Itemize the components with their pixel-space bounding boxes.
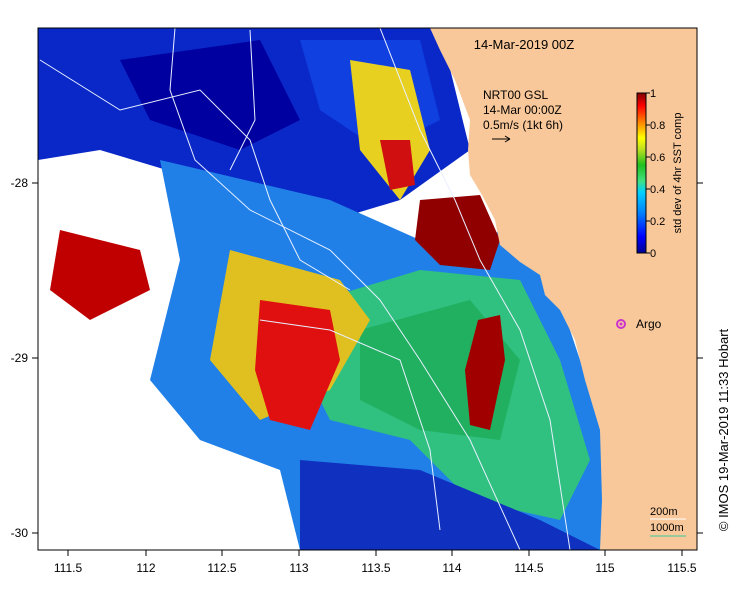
contour-line (229, 29, 256, 171)
very-low-variability-patch (120, 40, 300, 150)
contour-legend-200m: 200m (650, 506, 678, 518)
colorbar-gradient (636, 92, 647, 254)
y-tick-label: -28 (11, 176, 29, 190)
contour-200m (379, 28, 571, 550)
colorbar-tick: 0.4 (650, 184, 665, 196)
land-australia (430, 28, 697, 550)
contour-1000m (169, 28, 521, 550)
southern-low-variability (300, 460, 600, 550)
copyright-text: © IMOS 19-Mar-2019 11:33 Hobart (716, 328, 731, 531)
colorbar-tick: 0.6 (650, 152, 665, 164)
contour-legend-1000m: 1000m (650, 522, 684, 534)
high-variability-nearshore (415, 195, 500, 270)
colorbar-tick: 0.2 (650, 216, 665, 228)
x-tick-label: 112.5 (207, 561, 236, 575)
x-tick-label: 115.5 (667, 561, 696, 575)
map-title: 14-Mar-2019 00Z (474, 37, 574, 52)
colorbar-tick: 0.8 (650, 120, 665, 132)
x-tick-label: 113.5 (361, 561, 390, 575)
high-variability-north (380, 140, 415, 190)
high-variability-far-west (50, 230, 150, 320)
sst-field (38, 28, 697, 550)
contour-line (259, 319, 441, 531)
colorbar: 1 0.8 0.6 0.4 0.2 0 std dev of 4hr SST c… (636, 88, 684, 260)
argo-label: Argo (636, 317, 662, 331)
product-name: NRT00 GSL (483, 88, 548, 102)
argo-float-marker[interactable] (616, 319, 626, 329)
colorbar-label: std dev of 4hr SST comp (672, 113, 684, 234)
x-axis-labels: 111.5 112 112.5 113 113.5 114 114.5 115 … (54, 561, 697, 575)
vector-scale-label: 0.5m/s (1kt 6h) (483, 118, 563, 132)
y-tick-label: -30 (11, 526, 29, 540)
x-tick-label: 114.5 (514, 561, 543, 575)
y-axis-labels: -28 -29 -30 (11, 176, 29, 540)
y-tick-label: -29 (11, 351, 29, 365)
x-tick-label: 112 (136, 561, 155, 575)
x-tick-marks (67, 550, 683, 556)
x-tick-label: 113 (289, 561, 308, 575)
x-tick-label: 115 (595, 561, 614, 575)
plot-frame (37, 27, 698, 551)
high-variability-west (255, 300, 340, 430)
y-tick-marks (32, 182, 703, 534)
colorbar-tick: 0 (650, 248, 656, 260)
x-tick-label: 111.5 (54, 561, 83, 575)
colorbar-tick: 1 (650, 88, 656, 100)
vector-scale-arrow (492, 135, 511, 143)
product-time: 14-Mar 00:00Z (483, 103, 562, 117)
high-variability-south (465, 315, 505, 430)
x-tick-label: 114 (442, 561, 461, 575)
contour-line (39, 59, 351, 291)
